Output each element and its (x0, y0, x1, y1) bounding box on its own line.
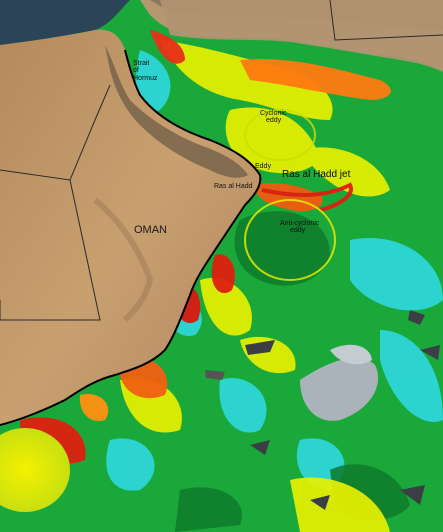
anticyclonic-line2: eddy (290, 227, 306, 235)
coastline (0, 49, 262, 426)
label-strait-of-hormuz: Strait of Hormuz (133, 60, 158, 82)
yellow-blob (0, 428, 70, 512)
label-oman: OMAN (134, 224, 167, 236)
clouds (205, 310, 440, 510)
label-ras-al-hadd-jet: Ras al Hadd jet (282, 169, 351, 180)
oman-land (0, 29, 261, 425)
label-cyclonic-eddy: Cyclonic eddy (260, 110, 286, 125)
makran-coast (160, 0, 443, 72)
eddy-swirls (244, 109, 336, 281)
gulf-water (0, 0, 130, 45)
anticyclonic-line1: Anti-cyclonic (280, 220, 320, 227)
strait-line1: Strait (133, 60, 150, 67)
political-borders (0, 0, 443, 321)
strait-line2: of (133, 67, 139, 75)
label-ras-al-hadd: Ras al Hadd (214, 183, 253, 190)
label-eddy: Eddy (255, 163, 271, 170)
cyclonic-line1: Cyclonic (260, 110, 287, 117)
label-anticyclonic-eddy: Anti-cyclonic eddy (280, 220, 319, 235)
strait-line3: Hormuz (133, 74, 158, 82)
ridge-shadow (93, 197, 154, 323)
cyclonic-line2: eddy (266, 117, 282, 125)
hajar-mountains (105, 45, 248, 178)
